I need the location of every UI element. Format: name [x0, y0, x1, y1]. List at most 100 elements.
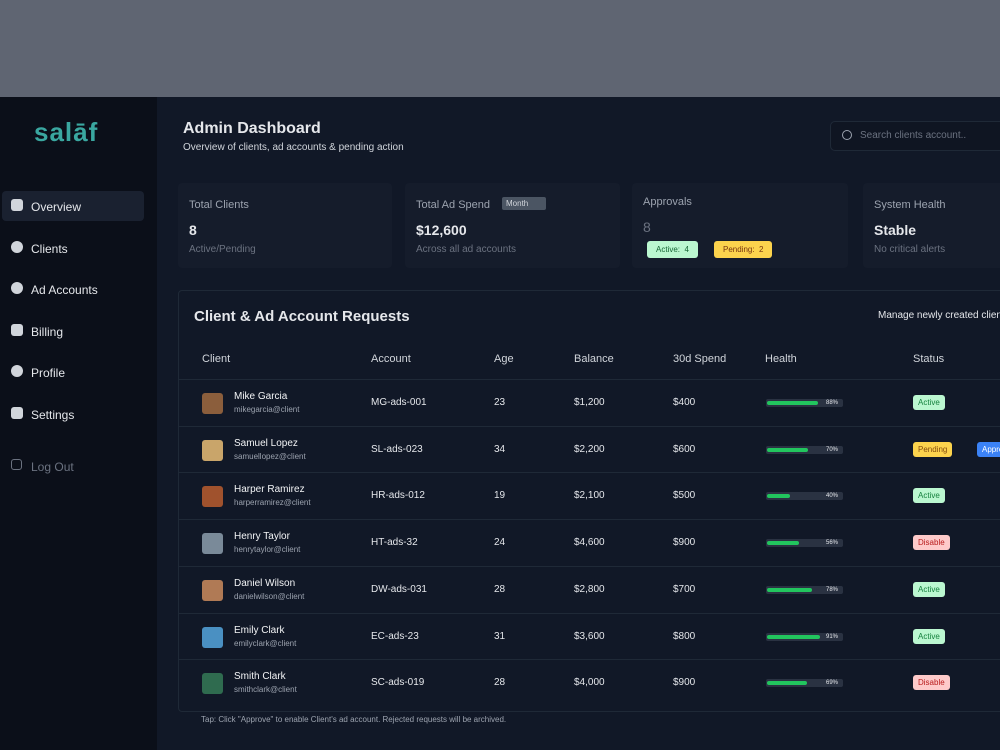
avatar	[202, 393, 223, 414]
sidebar: salāf Overview Clients Ad Accounts Billing P…	[0, 97, 157, 750]
column-header: Status	[913, 353, 945, 365]
age: 31	[494, 630, 506, 642]
age: 28	[494, 583, 506, 595]
health-label: 40%	[826, 493, 839, 500]
stat-label: Total Ad Spend	[416, 199, 491, 211]
page-subtitle: Overview of clients, ad accounts & pendi…	[183, 142, 404, 153]
approve-button[interactable]: Approve	[977, 441, 1000, 457]
stat-note: Across all ad accounts	[416, 244, 517, 255]
nav-label: Ad Accounts	[31, 283, 98, 297]
spend: $600	[673, 443, 696, 455]
spend: $500	[673, 490, 696, 502]
nav-label: Billing	[31, 325, 64, 339]
balance: $2,100	[574, 490, 605, 502]
avatar	[202, 579, 223, 601]
nav-label: Profile	[31, 366, 66, 380]
logout-icon	[11, 459, 22, 470]
health-label: 91%	[826, 633, 839, 640]
stat-value: 8	[189, 222, 197, 238]
table-row: Emily Clark emilyclark@client EC-ads-23 31 $…	[179, 612, 1000, 660]
client-name: Emily Clark	[234, 624, 285, 636]
account-id: HT-ads-32	[371, 537, 418, 549]
period-dropdown[interactable]: Month	[502, 197, 547, 210]
table-title: Client & Ad Account Requests	[194, 308, 410, 325]
client-name: Daniel Wilson	[234, 577, 296, 589]
nav-label: Settings	[31, 408, 75, 422]
column-header: Account	[371, 353, 411, 365]
nav-icon	[11, 407, 23, 419]
spend: $900	[673, 537, 696, 549]
health-label: 56%	[826, 540, 839, 547]
nav-item[interactable]: Settings	[2, 399, 144, 429]
page-title: Admin Dashboard	[183, 120, 321, 137]
spend: $400	[673, 397, 696, 408]
health-label: 70%	[826, 446, 839, 453]
stat-note: No critical alerts	[874, 244, 946, 255]
status-badge: Pending	[913, 441, 953, 457]
nav-label: Overview	[31, 200, 82, 214]
balance: $4,600	[574, 537, 605, 549]
stat-value: $12,600	[416, 222, 467, 238]
health-bar	[767, 541, 800, 546]
health-bar	[767, 634, 820, 639]
nav-item[interactable]: Billing	[2, 316, 144, 346]
nav-item[interactable]: Overview	[2, 191, 144, 221]
search-icon	[842, 130, 852, 140]
balance: $2,200	[574, 443, 605, 455]
stat-value: Stable	[874, 222, 917, 238]
client-name: Smith Clark	[234, 671, 286, 683]
client-email: mikegarcia@client	[234, 405, 300, 414]
app: salāf Overview Clients Ad Accounts Billing P…	[0, 97, 1000, 750]
search-placeholder: Search clients account..	[860, 130, 967, 141]
search-box[interactable]: Search clients account..	[830, 121, 1000, 151]
status-badge: Active	[913, 488, 945, 504]
balance: $3,600	[574, 630, 605, 642]
health-track: 78%	[766, 585, 843, 594]
nav-item[interactable]: Clients	[2, 233, 144, 263]
avatar	[202, 439, 223, 461]
account-id: SC-ads-019	[371, 677, 425, 689]
stat-card: Total Ad Spend $12,600 Across all ad accou…	[405, 183, 620, 268]
stat-card: System Health Stable No critical alerts	[863, 183, 1000, 268]
nav-item[interactable]: Ad Accounts	[2, 274, 144, 304]
nav-item[interactable]: Profile	[2, 357, 144, 387]
account-id: MG-ads-001	[371, 397, 427, 408]
table-row: Harper Ramirez harperramirez@client HR-ads…	[179, 472, 1000, 519]
nav-icon	[11, 241, 23, 253]
column-header: Balance	[574, 353, 614, 365]
footnote: Tap: Click "Approve" to enable Client's …	[201, 715, 507, 724]
balance: $4,000	[574, 677, 605, 689]
avatar	[202, 673, 223, 695]
column-header: Health	[765, 353, 797, 365]
stat-label: Approvals	[643, 196, 692, 208]
account-id: SL-ads-023	[371, 443, 423, 455]
health-bar	[767, 681, 808, 686]
age: 23	[494, 397, 506, 408]
health-bar	[767, 401, 819, 405]
balance: $2,800	[574, 583, 605, 595]
nav-icon	[11, 365, 23, 377]
account-id: DW-ads-031	[371, 583, 427, 595]
client-name: Mike Garcia	[234, 391, 288, 402]
status-badge: Active	[913, 395, 945, 410]
client-name: Samuel Lopez	[234, 437, 298, 449]
balance: $1,200	[574, 397, 605, 408]
requests-table: Client & Ad Account Requests Manage newl…	[178, 290, 1000, 724]
health-bar	[767, 587, 813, 592]
health-track: 56%	[766, 539, 843, 548]
nav-icon	[11, 199, 23, 211]
status-badge: Active	[913, 628, 945, 644]
status-badge: Disable	[913, 535, 950, 551]
table-row: Henry Taylor henrytaylor@client HT-ads-32 2…	[179, 519, 1000, 566]
spend: $700	[673, 583, 696, 595]
health-track: 70%	[766, 445, 843, 454]
age: 28	[494, 677, 506, 689]
logo: salāf	[34, 117, 99, 147]
stat-label: System Health	[874, 199, 946, 211]
client-email: danielwilson@client	[234, 591, 305, 601]
column-header: 30d Spend	[673, 353, 727, 365]
client-name: Harper Ramirez	[234, 484, 305, 496]
logout[interactable]: Log Out	[2, 451, 144, 481]
account-id: HR-ads-012	[371, 490, 425, 502]
health-track: 40%	[766, 492, 843, 501]
